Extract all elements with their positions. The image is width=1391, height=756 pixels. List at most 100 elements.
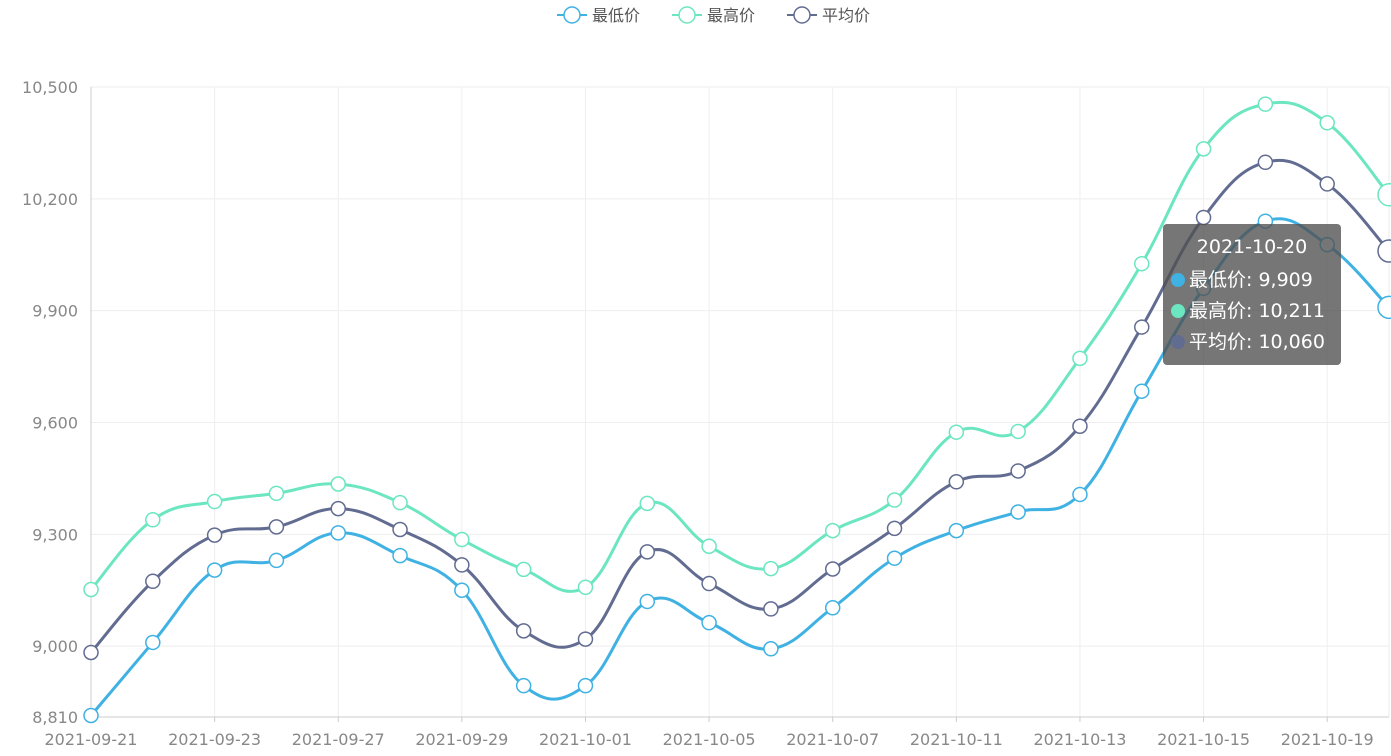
max-price-point[interactable]	[330, 476, 346, 492]
avg-price-point[interactable]	[1195, 209, 1212, 226]
tooltip-row-min: 最低价: 9,909	[1163, 265, 1341, 296]
max-price-point[interactable]	[577, 579, 594, 596]
avg-price-point[interactable]	[701, 575, 717, 592]
min-price-point[interactable]	[1134, 383, 1150, 399]
avg-price-point[interactable]	[206, 527, 223, 543]
x-tick-label: 2021-10-19	[1281, 730, 1374, 749]
avg-price-point[interactable]	[824, 561, 841, 577]
x-tick-label: 2021-09-23	[168, 730, 261, 749]
avg-price-point[interactable]	[1377, 239, 1391, 263]
max-price-point[interactable]	[1010, 423, 1026, 440]
avg-price-point[interactable]	[1072, 418, 1088, 434]
y-axis-labels: 8,810 9,000 9,300 9,600 9,900 10,200 10,500	[22, 78, 78, 727]
min-price-point[interactable]	[1377, 295, 1391, 320]
avg-price-point[interactable]	[886, 520, 903, 537]
tooltip-row-max-name: 最高价	[1189, 300, 1247, 322]
legend-marker-icon[interactable]	[678, 6, 696, 24]
y-tick-label: 8,810	[32, 708, 78, 727]
max-price-point[interactable]	[1377, 182, 1391, 207]
max-price-point[interactable]	[392, 494, 408, 511]
min-price-point[interactable]	[639, 593, 656, 610]
tooltip-row-min-value: 9,909	[1258, 269, 1313, 291]
max-price-point[interactable]	[886, 492, 903, 508]
max-price-point[interactable]	[454, 531, 470, 548]
y-tick-label: 9,000	[32, 637, 78, 656]
x-tick-label: 2021-09-27	[292, 730, 385, 749]
avg-price-point[interactable]	[577, 631, 594, 647]
x-tick-label: 2021-10-01	[539, 730, 632, 749]
max-price-point[interactable]	[515, 561, 532, 578]
min-price-point[interactable]	[886, 550, 903, 566]
min-price-point[interactable]	[824, 600, 841, 616]
tooltip: 2021-10-20 最低价: 9,909 最高价: 10,211 平均价: 1…	[1163, 224, 1341, 365]
min-price-point[interactable]	[330, 525, 346, 541]
avg-price-point[interactable]	[454, 557, 470, 573]
max-price-point[interactable]	[145, 512, 161, 528]
min-price-point[interactable]	[1010, 504, 1026, 520]
max-price-point[interactable]	[701, 538, 717, 555]
legend-label[interactable]: 最高价	[707, 6, 755, 25]
avg-price-point[interactable]	[145, 573, 161, 590]
min-price-point[interactable]	[515, 677, 532, 694]
avg-price-point[interactable]	[83, 644, 99, 661]
max-price-point[interactable]	[1072, 350, 1088, 367]
avg-price-point[interactable]	[1319, 176, 1335, 192]
avg-price-point[interactable]	[948, 474, 965, 490]
legend-marker-icon[interactable]	[563, 6, 581, 24]
max-price-point[interactable]	[268, 485, 285, 502]
grid	[91, 86, 1390, 717]
avg-price-point[interactable]	[639, 544, 656, 560]
min-price-point[interactable]	[454, 582, 470, 599]
min-price-point[interactable]	[268, 552, 285, 569]
min-price-point[interactable]	[1072, 486, 1088, 503]
x-tick-label: 2021-10-13	[1033, 730, 1126, 749]
avg-price-point[interactable]	[1010, 463, 1026, 479]
min-price-point[interactable]	[763, 641, 779, 657]
axes	[90, 87, 1389, 722]
max-price-point[interactable]	[1134, 255, 1150, 272]
max-price-point[interactable]	[1319, 115, 1335, 131]
legend: 最低价 最高价 平均价	[557, 6, 870, 25]
tooltip-row-avg: 平均价: 10,060	[1163, 327, 1341, 358]
max-price-point[interactable]	[824, 522, 841, 539]
tooltip-row-avg-value: 10,060	[1258, 331, 1325, 353]
avg-price-point[interactable]	[268, 519, 285, 535]
min-price-point[interactable]	[577, 677, 594, 694]
max-price-point[interactable]	[948, 424, 965, 440]
x-tick-label: 2021-09-21	[45, 730, 138, 749]
max-price-point[interactable]	[763, 560, 779, 577]
legend-label[interactable]: 平均价	[822, 6, 870, 25]
avg-price-point[interactable]	[1134, 319, 1150, 335]
min-price-point[interactable]	[206, 562, 223, 578]
x-tick-label: 2021-10-15	[1157, 730, 1250, 749]
y-tick-label: 9,600	[32, 414, 78, 433]
y-tick-label: 10,500	[22, 78, 78, 97]
avg-price-point[interactable]	[392, 521, 408, 538]
tooltip-row-max-value: 10,211	[1258, 300, 1325, 322]
avg-price-point[interactable]	[330, 500, 346, 517]
y-tick-label: 10,200	[22, 190, 78, 209]
min-series-dot-icon	[1171, 273, 1185, 287]
avg-price-point[interactable]	[763, 601, 779, 617]
avg-price-point[interactable]	[515, 623, 532, 639]
max-price-point[interactable]	[1257, 96, 1274, 112]
max-price-point[interactable]	[639, 495, 656, 512]
max-price-point[interactable]	[83, 581, 99, 598]
x-tick-label: 2021-10-05	[663, 730, 756, 749]
tooltip-row-avg-name: 平均价	[1189, 331, 1247, 353]
max-price-point[interactable]	[206, 493, 223, 510]
max-price-line	[89, 100, 1391, 593]
min-price-point[interactable]	[145, 634, 161, 651]
min-price-point[interactable]	[948, 522, 965, 539]
x-tick-label: 2021-10-07	[786, 730, 879, 749]
x-tick-label: 2021-09-29	[415, 730, 508, 749]
min-price-point[interactable]	[392, 547, 408, 564]
max-price-point[interactable]	[1195, 141, 1212, 157]
min-price-point[interactable]	[83, 707, 99, 724]
legend-label[interactable]: 最低价	[592, 6, 640, 25]
tooltip-title: 2021-10-20	[1196, 236, 1308, 258]
max-series-dot-icon	[1171, 304, 1185, 318]
min-price-point[interactable]	[701, 614, 717, 631]
avg-price-point[interactable]	[1257, 154, 1274, 171]
legend-marker-icon[interactable]	[793, 6, 811, 24]
